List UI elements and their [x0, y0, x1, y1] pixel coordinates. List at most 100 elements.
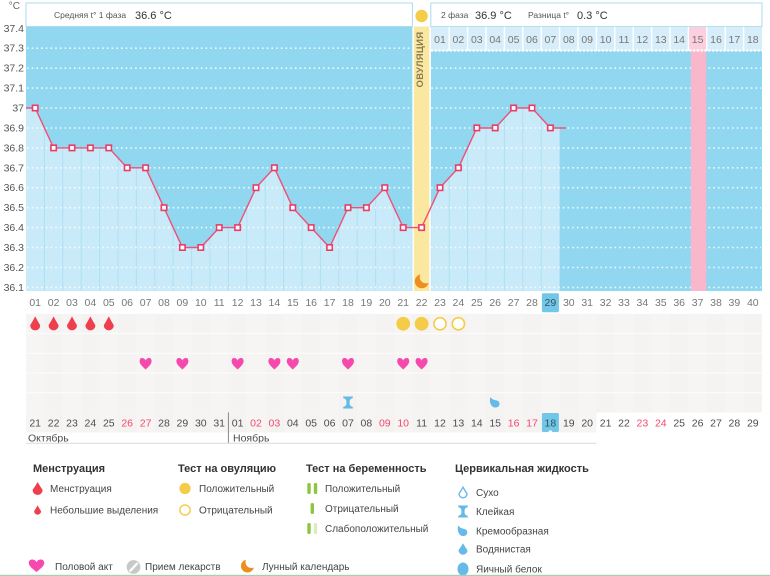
- svg-text:06: 06: [324, 418, 336, 430]
- svg-text:Небольшие выделения: Небольшие выделения: [50, 505, 158, 517]
- svg-text:37.1: 37.1: [4, 83, 25, 95]
- svg-text:04: 04: [85, 297, 97, 309]
- svg-text:Прием лекарств: Прием лекарств: [145, 562, 221, 573]
- svg-text:16: 16: [710, 34, 722, 46]
- svg-text:01: 01: [29, 297, 41, 309]
- svg-text:04: 04: [489, 34, 501, 46]
- svg-text:28: 28: [158, 418, 170, 430]
- svg-text:37.3: 37.3: [4, 43, 25, 55]
- svg-text:36.4: 36.4: [4, 222, 25, 234]
- svg-text:31: 31: [213, 418, 225, 430]
- svg-text:Менструация: Менструация: [33, 463, 105, 475]
- svg-text:34: 34: [637, 297, 649, 309]
- svg-text:13: 13: [453, 418, 465, 430]
- svg-text:02: 02: [453, 34, 465, 46]
- svg-text:Кремообразная: Кремообразная: [476, 526, 549, 538]
- svg-text:11: 11: [416, 418, 427, 430]
- svg-text:01: 01: [434, 34, 446, 46]
- svg-text:37.4: 37.4: [4, 23, 25, 35]
- svg-text:36.6: 36.6: [4, 182, 25, 194]
- svg-text:Яичный белок: Яичный белок: [476, 564, 542, 576]
- svg-text:22: 22: [618, 418, 630, 430]
- svg-text:25: 25: [673, 418, 685, 430]
- svg-text:03: 03: [66, 297, 78, 309]
- svg-text:09: 09: [581, 34, 593, 46]
- svg-text:27: 27: [710, 418, 722, 430]
- svg-text:07: 07: [545, 34, 557, 46]
- svg-text:Отрицательный: Отрицательный: [325, 504, 399, 515]
- svg-text:Водянистая: Водянистая: [476, 545, 531, 556]
- svg-text:25: 25: [103, 418, 115, 430]
- svg-text:03: 03: [471, 34, 483, 46]
- svg-text:23: 23: [434, 297, 446, 309]
- svg-text:Слабоположительный: Слабоположительный: [325, 523, 428, 535]
- svg-text:Половой акт: Половой акт: [55, 562, 113, 573]
- svg-text:15: 15: [287, 297, 299, 309]
- svg-text:36.9 °C: 36.9 °C: [475, 10, 512, 22]
- svg-text:19: 19: [563, 418, 575, 430]
- svg-text:17: 17: [324, 297, 336, 309]
- svg-text:40: 40: [747, 297, 759, 309]
- svg-text:33: 33: [618, 297, 630, 309]
- svg-text:14: 14: [673, 34, 685, 46]
- svg-text:37: 37: [692, 297, 704, 309]
- svg-text:18: 18: [545, 418, 557, 430]
- svg-text:27: 27: [508, 297, 520, 309]
- svg-text:10: 10: [600, 34, 612, 46]
- svg-text:28: 28: [526, 297, 538, 309]
- svg-text:37.2: 37.2: [4, 63, 25, 75]
- svg-text:24: 24: [85, 418, 97, 430]
- svg-text:21: 21: [600, 418, 612, 430]
- svg-text:°C: °C: [9, 1, 20, 12]
- svg-text:38: 38: [710, 297, 722, 309]
- svg-text:2 фаза: 2 фаза: [441, 10, 469, 20]
- svg-text:Отрицательный: Отрицательный: [199, 506, 273, 517]
- svg-text:22: 22: [416, 297, 428, 309]
- svg-text:10: 10: [195, 297, 207, 309]
- svg-text:28: 28: [729, 418, 741, 430]
- svg-text:Тест на овуляцию: Тест на овуляцию: [178, 463, 276, 475]
- svg-text:Лунный календарь: Лунный календарь: [262, 562, 350, 573]
- svg-text:21: 21: [397, 297, 409, 309]
- svg-text:16: 16: [508, 418, 520, 430]
- svg-text:23: 23: [66, 418, 78, 430]
- svg-text:10: 10: [397, 418, 409, 430]
- svg-text:25: 25: [471, 297, 483, 309]
- svg-text:Цервикальная жидкость: Цервикальная жидкость: [455, 463, 589, 475]
- svg-text:27: 27: [140, 418, 152, 430]
- svg-text:35: 35: [655, 297, 667, 309]
- svg-text:02: 02: [250, 418, 262, 430]
- svg-text:13: 13: [655, 34, 667, 46]
- svg-text:18: 18: [747, 34, 759, 46]
- svg-text:07: 07: [140, 297, 152, 309]
- svg-text:14: 14: [269, 297, 281, 309]
- svg-text:07: 07: [342, 418, 354, 430]
- svg-text:22: 22: [48, 418, 60, 430]
- svg-text:08: 08: [563, 34, 575, 46]
- svg-text:05: 05: [508, 34, 520, 46]
- svg-text:36.8: 36.8: [4, 142, 25, 154]
- svg-text:36.6 °C: 36.6 °C: [135, 10, 172, 22]
- svg-text:36.1: 36.1: [4, 282, 25, 294]
- svg-text:Тест на беременность: Тест на беременность: [306, 463, 427, 475]
- svg-text:14: 14: [471, 418, 483, 430]
- svg-text:Октябрь: Октябрь: [28, 433, 69, 445]
- svg-text:Сухо: Сухо: [476, 488, 499, 499]
- svg-text:26: 26: [489, 297, 501, 309]
- svg-text:Разница t°: Разница t°: [528, 10, 569, 20]
- svg-text:36.7: 36.7: [4, 162, 25, 174]
- svg-text:20: 20: [379, 297, 391, 309]
- svg-text:36.3: 36.3: [4, 242, 25, 254]
- svg-text:24: 24: [655, 418, 667, 430]
- svg-text:36.2: 36.2: [4, 262, 25, 274]
- svg-text:Менструация: Менструация: [50, 484, 112, 495]
- svg-text:Положительный: Положительный: [325, 484, 400, 495]
- svg-text:05: 05: [103, 297, 115, 309]
- svg-text:04: 04: [287, 418, 299, 430]
- svg-text:37: 37: [12, 103, 24, 115]
- svg-text:20: 20: [581, 418, 593, 430]
- svg-text:06: 06: [121, 297, 133, 309]
- svg-text:30: 30: [195, 418, 207, 430]
- svg-text:08: 08: [361, 418, 373, 430]
- svg-text:24: 24: [453, 297, 465, 309]
